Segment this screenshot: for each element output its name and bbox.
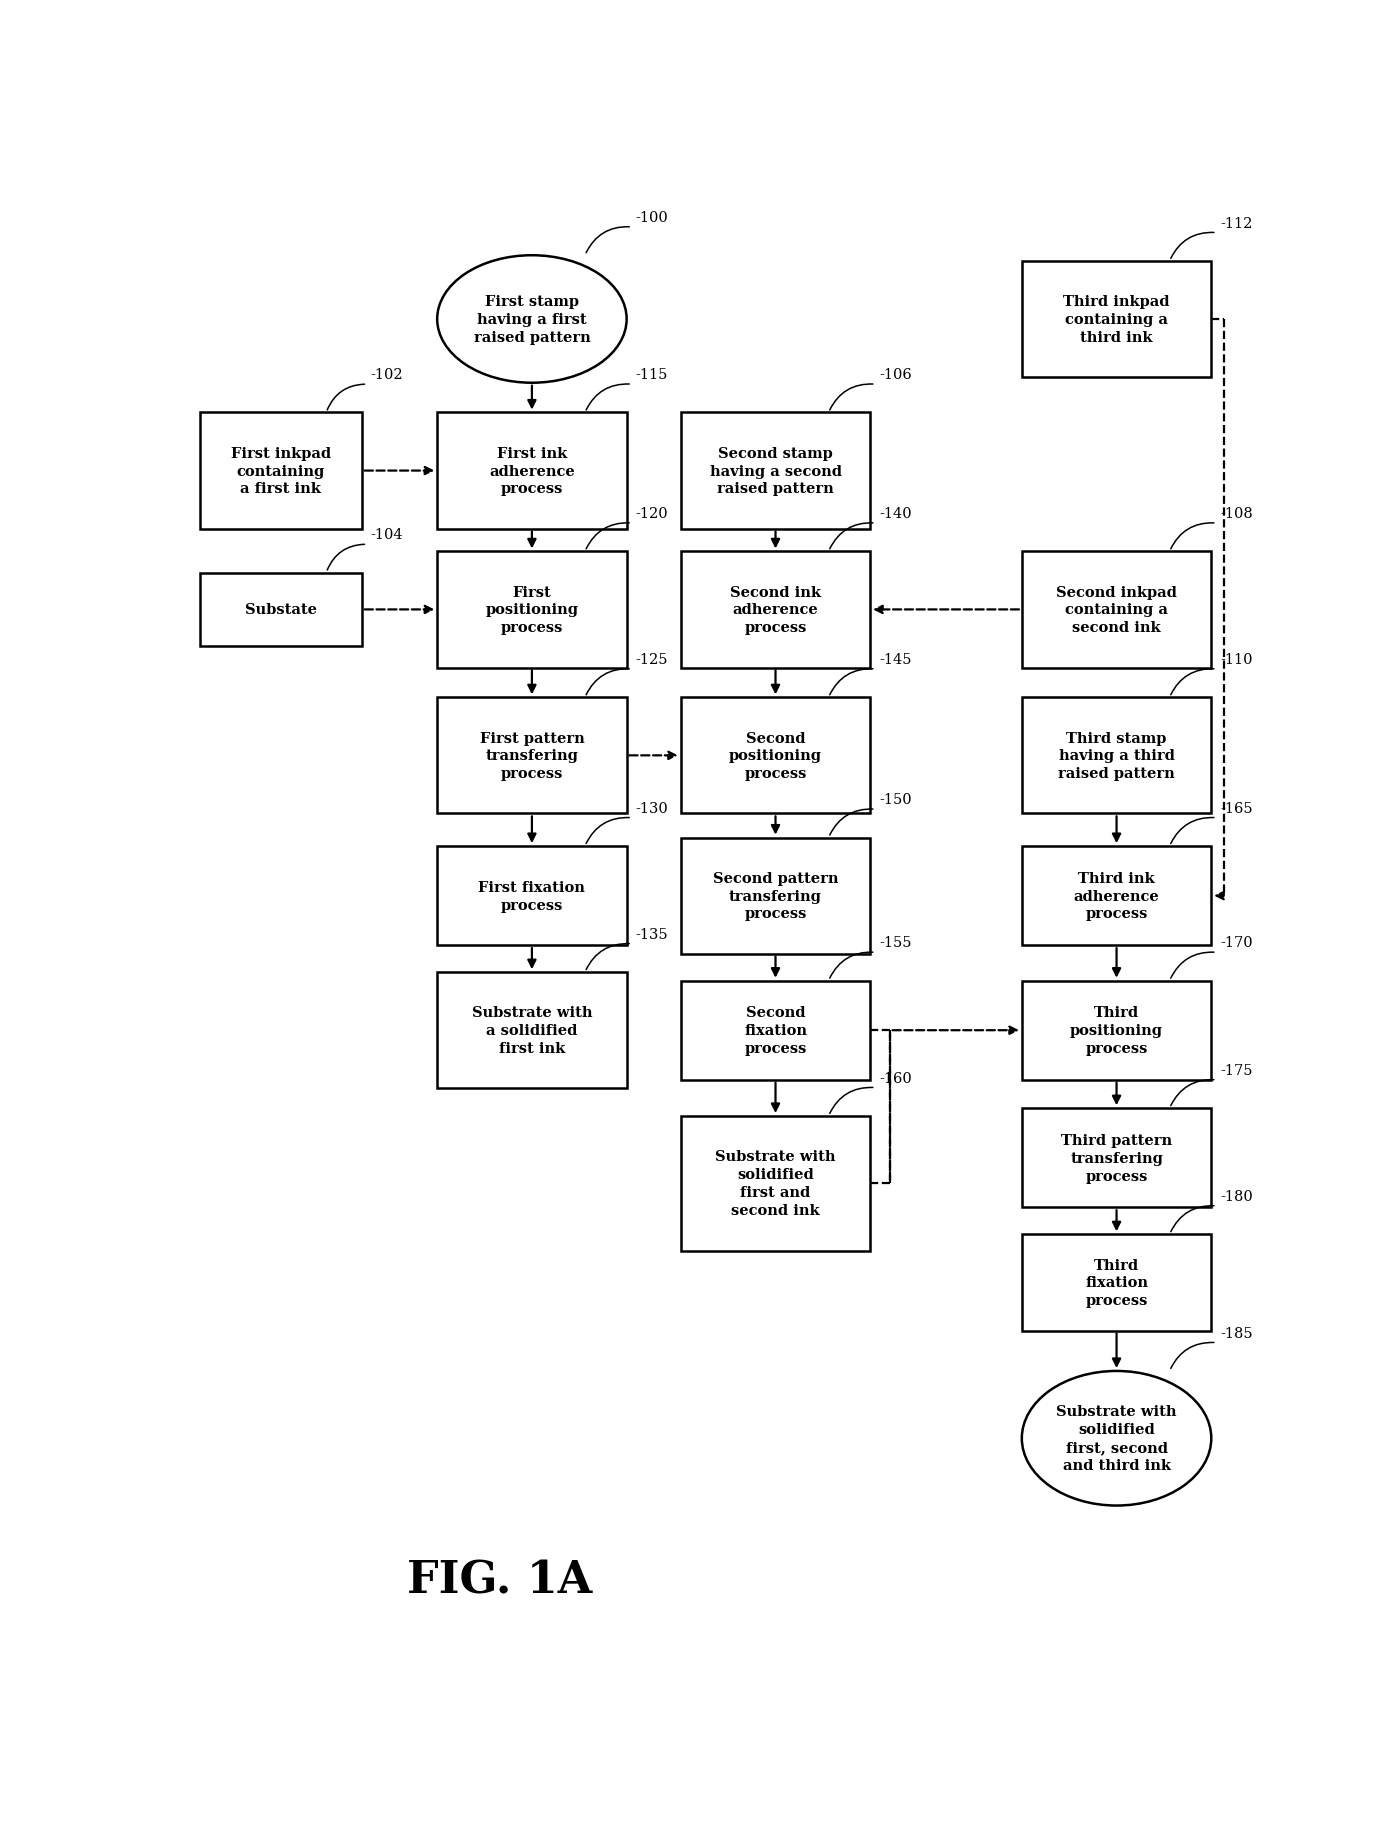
Text: -104: -104: [370, 528, 404, 543]
Text: -125: -125: [636, 653, 668, 668]
Text: -102: -102: [370, 368, 404, 383]
Text: First pattern
transfering
process: First pattern transfering process: [479, 732, 584, 782]
FancyBboxPatch shape: [680, 1116, 870, 1251]
FancyBboxPatch shape: [1021, 552, 1211, 668]
Text: -170: -170: [1220, 936, 1253, 951]
Ellipse shape: [437, 256, 627, 384]
Text: First
positioning
process: First positioning process: [485, 585, 578, 634]
Text: -165: -165: [1220, 802, 1253, 815]
Text: -185: -185: [1220, 1326, 1253, 1341]
Text: Second ink
adherence
process: Second ink adherence process: [731, 585, 821, 634]
Text: Third stamp
having a third
raised pattern: Third stamp having a third raised patter…: [1058, 732, 1175, 782]
Text: First fixation
process: First fixation process: [478, 881, 585, 912]
Text: First stamp
having a first
raised pattern: First stamp having a first raised patter…: [474, 294, 591, 344]
Text: -112: -112: [1220, 217, 1252, 230]
Text: Third
positioning
process: Third positioning process: [1070, 1006, 1164, 1056]
FancyBboxPatch shape: [1021, 697, 1211, 815]
Text: Third pattern
transfering
process: Third pattern transfering process: [1060, 1133, 1172, 1182]
Text: -120: -120: [636, 508, 668, 520]
FancyBboxPatch shape: [680, 839, 870, 954]
Text: -160: -160: [879, 1070, 912, 1085]
Text: -130: -130: [636, 802, 668, 815]
Text: -106: -106: [879, 368, 912, 383]
Text: Substate: Substate: [244, 603, 317, 618]
Text: FIG. 1A: FIG. 1A: [407, 1559, 592, 1602]
Text: -150: -150: [879, 793, 911, 807]
FancyBboxPatch shape: [680, 552, 870, 668]
FancyBboxPatch shape: [200, 414, 362, 530]
FancyBboxPatch shape: [437, 973, 627, 1089]
Text: Third
fixation
process: Third fixation process: [1085, 1258, 1148, 1308]
Text: Substrate with
solidified
first, second
and third ink: Substrate with solidified first, second …: [1056, 1405, 1176, 1473]
Text: Second inkpad
containing a
second ink: Second inkpad containing a second ink: [1056, 585, 1178, 634]
Text: First ink
adherence
process: First ink adherence process: [489, 447, 574, 497]
FancyBboxPatch shape: [1021, 1109, 1211, 1208]
Text: -145: -145: [879, 653, 911, 668]
Text: Second
fixation
process: Second fixation process: [745, 1006, 807, 1056]
Text: Second pattern
transfering
process: Second pattern transfering process: [712, 872, 838, 921]
FancyBboxPatch shape: [1021, 261, 1211, 377]
Text: -115: -115: [636, 368, 668, 383]
FancyBboxPatch shape: [1021, 1234, 1211, 1331]
FancyBboxPatch shape: [437, 697, 627, 815]
Ellipse shape: [1021, 1372, 1211, 1506]
Text: -175: -175: [1220, 1063, 1253, 1078]
Text: -180: -180: [1220, 1190, 1253, 1203]
FancyBboxPatch shape: [680, 414, 870, 530]
Text: -140: -140: [879, 508, 911, 520]
FancyBboxPatch shape: [437, 552, 627, 668]
FancyBboxPatch shape: [200, 574, 362, 647]
Text: Third ink
adherence
process: Third ink adherence process: [1074, 872, 1160, 921]
FancyBboxPatch shape: [680, 697, 870, 815]
Text: -135: -135: [636, 927, 668, 942]
Text: -155: -155: [879, 936, 911, 951]
Text: Substrate with
solidified
first and
second ink: Substrate with solidified first and seco…: [715, 1149, 835, 1217]
Text: -110: -110: [1220, 653, 1253, 668]
Text: Second stamp
having a second
raised pattern: Second stamp having a second raised patt…: [710, 447, 841, 497]
Text: Third inkpad
containing a
third ink: Third inkpad containing a third ink: [1063, 294, 1169, 344]
Text: Substrate with
a solidified
first ink: Substrate with a solidified first ink: [472, 1006, 592, 1056]
FancyBboxPatch shape: [1021, 980, 1211, 1079]
Text: First inkpad
containing
a first ink: First inkpad containing a first ink: [231, 447, 331, 497]
Text: Second
positioning
process: Second positioning process: [729, 732, 821, 782]
FancyBboxPatch shape: [437, 846, 627, 945]
FancyBboxPatch shape: [1021, 846, 1211, 945]
Text: -108: -108: [1220, 508, 1253, 520]
FancyBboxPatch shape: [437, 414, 627, 530]
Text: -100: -100: [636, 211, 668, 224]
FancyBboxPatch shape: [680, 980, 870, 1079]
